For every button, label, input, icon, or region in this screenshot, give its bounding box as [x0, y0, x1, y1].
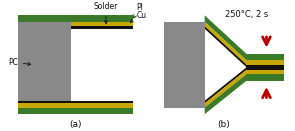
Polygon shape [205, 15, 246, 60]
Bar [19, 101, 133, 103]
Bar [19, 103, 133, 108]
Bar [19, 22, 133, 26]
Bar [164, 22, 205, 108]
Bar [71, 101, 133, 103]
Bar [19, 15, 133, 22]
Bar [71, 26, 133, 29]
Bar [19, 101, 71, 103]
Bar [19, 15, 71, 22]
Polygon shape [205, 26, 246, 67]
Bar [19, 103, 133, 108]
Bar [246, 64, 284, 67]
Bar [71, 108, 133, 114]
Text: Solder: Solder [94, 2, 118, 24]
Bar [19, 103, 71, 108]
Bar [19, 15, 71, 22]
Bar [71, 22, 133, 26]
Text: (a): (a) [69, 119, 81, 129]
Bar [246, 67, 284, 68]
Bar [19, 101, 133, 103]
Bar [164, 22, 205, 108]
Bar [19, 108, 133, 114]
Bar [19, 101, 71, 103]
Text: PI: PI [134, 3, 143, 18]
Bar [71, 101, 133, 103]
Bar [71, 103, 133, 108]
Polygon shape [205, 74, 246, 114]
Polygon shape [205, 70, 246, 108]
Text: PC: PC [8, 58, 31, 67]
Bar [19, 22, 71, 108]
Polygon shape [205, 68, 246, 103]
Bar [71, 15, 133, 22]
Bar [19, 22, 71, 26]
Bar [71, 22, 133, 26]
Polygon shape [205, 22, 246, 64]
Bar [19, 26, 71, 29]
Bar [19, 108, 71, 114]
Text: (b): (b) [217, 119, 230, 129]
Bar [71, 108, 133, 114]
Bar [19, 26, 71, 29]
Bar [19, 22, 71, 26]
Text: Cu: Cu [130, 11, 147, 22]
Bar [19, 22, 71, 101]
Bar [246, 74, 284, 81]
Bar [246, 60, 284, 64]
Bar [71, 26, 133, 29]
Bar [246, 68, 284, 70]
Bar [19, 108, 133, 114]
Bar [19, 108, 71, 114]
Bar [246, 70, 284, 74]
Bar [19, 103, 71, 108]
Bar [71, 103, 133, 108]
Bar [71, 15, 133, 22]
Bar [246, 54, 284, 60]
Bar [19, 22, 71, 108]
Bar [19, 26, 133, 29]
Text: 250°C, 2 s: 250°C, 2 s [225, 10, 268, 19]
